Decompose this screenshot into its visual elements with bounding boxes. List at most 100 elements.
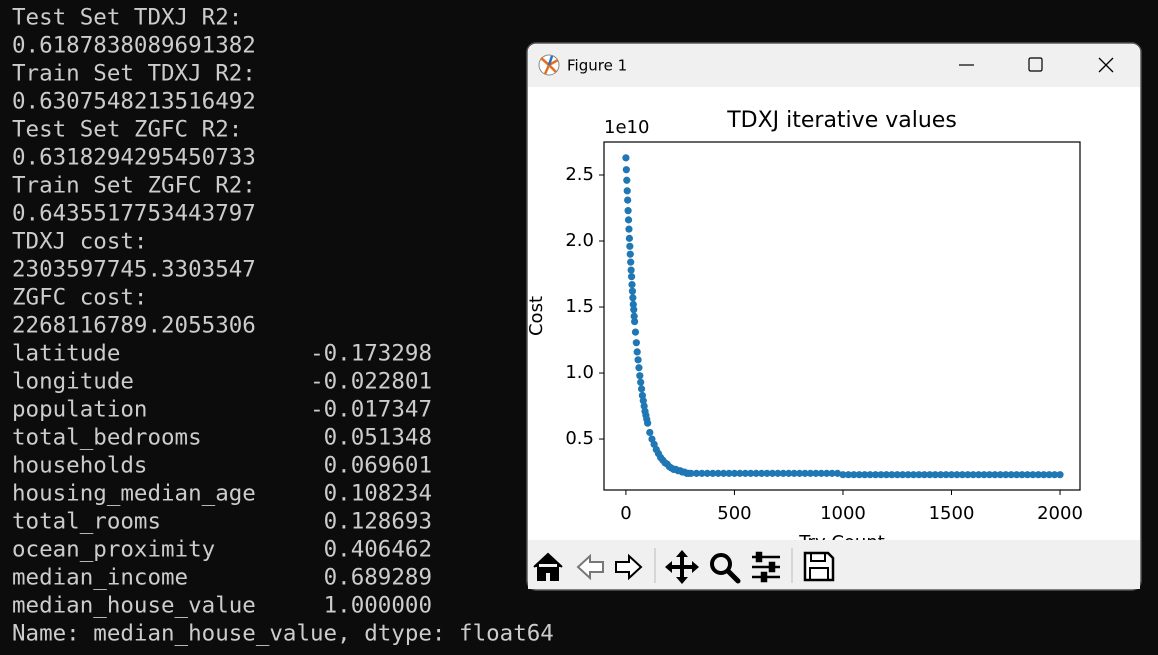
zoom-button[interactable] — [710, 553, 741, 584]
data-point — [1023, 471, 1032, 479]
series-index: latitude — [12, 341, 120, 367]
data-point — [1007, 471, 1015, 479]
data-point — [638, 391, 647, 400]
data-point — [953, 471, 961, 479]
data-point — [736, 469, 744, 477]
configure-button[interactable] — [752, 551, 780, 583]
data-point — [904, 471, 912, 479]
data-point — [646, 428, 654, 437]
data-point — [622, 166, 630, 174]
forward-button[interactable] — [615, 553, 643, 581]
data-point — [926, 471, 934, 479]
data-point — [806, 469, 815, 477]
series-index: ocean_proximity — [12, 537, 215, 563]
series-value: 0.406462 — [324, 537, 432, 563]
data-point — [730, 469, 739, 477]
back-button[interactable] — [576, 553, 604, 581]
data-point — [893, 471, 901, 479]
data-point — [640, 402, 648, 410]
data-point — [628, 287, 637, 295]
data-point — [1040, 471, 1048, 479]
series-value: 0.051348 — [324, 425, 432, 451]
data-point — [752, 469, 760, 477]
data-point — [1056, 471, 1064, 479]
terminal-line: TDXJ cost: — [12, 229, 147, 255]
terminal-line: ZGFC cost: — [12, 285, 147, 311]
data-point — [795, 469, 804, 477]
data-point — [991, 471, 999, 479]
data-point — [877, 471, 885, 479]
data-point — [622, 154, 630, 162]
terminal-line: 2303597745.3303547 — [12, 257, 256, 283]
data-point — [741, 469, 749, 477]
series-footer: Name: median_house_value, dtype: float64 — [12, 621, 554, 647]
data-point — [1013, 471, 1021, 479]
terminal-line: Test Set TDXJ R2: — [12, 5, 242, 31]
data-point — [774, 469, 782, 477]
data-point — [975, 471, 983, 479]
series-value: -0.022801 — [310, 369, 432, 395]
maximize-button[interactable] — [1028, 57, 1043, 72]
series-value: 0.108234 — [324, 481, 432, 507]
data-point — [630, 312, 638, 320]
data-point — [969, 471, 977, 479]
terminal-line: 0.6307548213516492 — [12, 89, 256, 115]
data-point — [631, 317, 639, 326]
figure-window: Figure 1 TDXJ iterative values 1e10 0 500 10… — [526, 42, 1142, 591]
data-point — [947, 471, 956, 479]
data-point — [703, 469, 711, 477]
data-point — [634, 356, 642, 364]
data-point — [698, 469, 706, 477]
y-axis-label: Cost — [526, 296, 547, 336]
pan-button[interactable] — [665, 550, 699, 584]
save-button[interactable] — [803, 551, 835, 582]
terminal: Test Set TDXJ R2:0.6187838089691382Train… — [12, 5, 554, 647]
series-index: median_house_value — [12, 593, 256, 619]
data-point — [635, 364, 643, 372]
chart-title: TDXJ iterative values — [726, 108, 957, 133]
data-point — [627, 258, 635, 266]
terminal-line: 0.6187838089691382 — [12, 33, 256, 59]
home-button[interactable] — [533, 552, 563, 581]
x-tick-label: 1500 — [929, 503, 975, 524]
data-point — [855, 471, 863, 479]
series-value: -0.173298 — [310, 341, 432, 367]
data-point — [624, 216, 633, 224]
data-point — [709, 469, 717, 477]
y-tick-label: 0.5 — [565, 428, 594, 449]
data-point — [1018, 471, 1026, 479]
data-point — [801, 469, 809, 477]
terminal-line: Train Set TDXJ R2: — [12, 61, 256, 87]
data-point — [639, 397, 647, 405]
close-button[interactable] — [1098, 57, 1114, 73]
window-frame — [526, 42, 1142, 591]
x-tick-label: 2000 — [1037, 503, 1083, 524]
data-point — [626, 242, 634, 250]
data-point — [625, 225, 633, 233]
terminal-line: Test Set ZGFC R2: — [12, 117, 242, 143]
data-point — [866, 471, 874, 479]
series-index: total_bedrooms — [12, 425, 202, 451]
data-point — [931, 471, 939, 479]
series-index: households — [12, 453, 147, 479]
data-point — [909, 471, 918, 479]
data-point — [861, 471, 869, 479]
series-index: total_rooms — [12, 509, 161, 535]
data-point — [627, 273, 636, 281]
series-value: -0.017347 — [310, 397, 432, 423]
data-point — [687, 469, 695, 477]
data-point — [637, 385, 646, 393]
data-point — [958, 471, 966, 479]
data-point — [768, 469, 777, 477]
data-point — [937, 471, 945, 479]
data-point — [996, 471, 1004, 479]
series-value: 1.000000 — [324, 593, 432, 619]
data-point — [871, 471, 880, 479]
terminal-line: 2268116789.2055306 — [12, 313, 256, 339]
terminal-line: 0.6435517753443797 — [12, 201, 256, 227]
series-index: longitude — [12, 369, 134, 395]
data-point — [719, 469, 728, 477]
data-point — [636, 372, 644, 380]
data-point — [725, 469, 733, 477]
app-icon — [538, 54, 560, 76]
